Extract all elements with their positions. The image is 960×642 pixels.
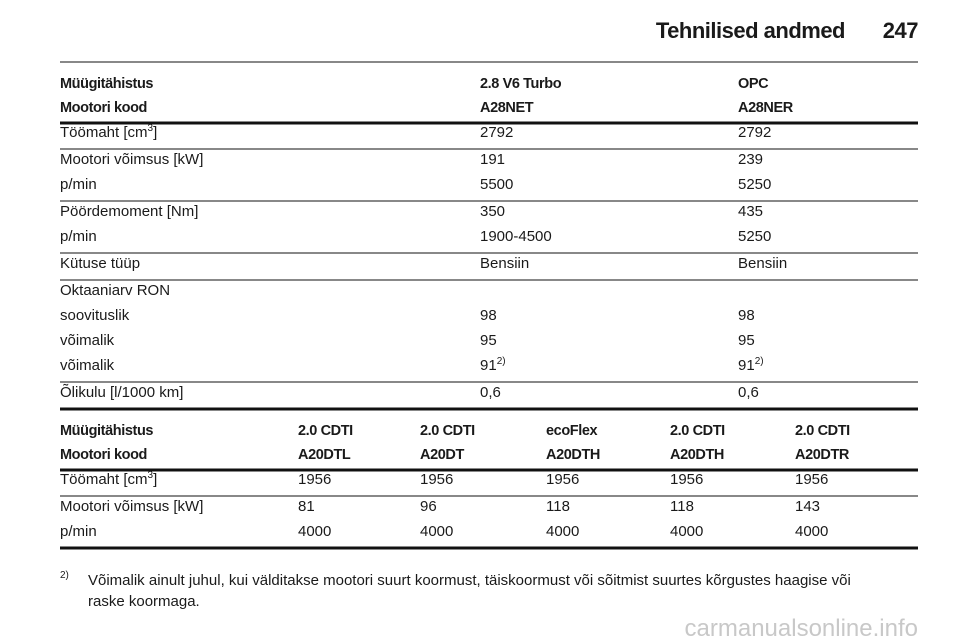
cell: 118 xyxy=(670,498,694,515)
cell-text: 91 xyxy=(738,357,755,374)
page-title: Tehnilised andmed xyxy=(656,18,845,43)
cell: p/min xyxy=(60,523,97,540)
cell: 4000 xyxy=(420,523,453,540)
cell-text: Töömaht [cm xyxy=(60,471,148,488)
cell: 0,6 xyxy=(480,384,501,401)
cell: võimalik xyxy=(60,357,115,374)
column-header: ecoFlex xyxy=(546,423,598,439)
superscript: 2) xyxy=(497,356,506,367)
cell: 1956 xyxy=(420,471,453,488)
cell: 4000 xyxy=(670,523,703,540)
cell: 81 xyxy=(298,498,315,515)
column-header: Mootori kood xyxy=(60,100,147,116)
cell: võimalik xyxy=(60,332,115,349)
cell: 5500 xyxy=(480,176,513,193)
cell: 1956 xyxy=(546,471,579,488)
footnote-mark: 2) xyxy=(60,570,69,581)
superscript: 3 xyxy=(148,123,154,134)
cell-text: ] xyxy=(153,124,157,141)
cell: Bensiin xyxy=(738,255,787,272)
page-number: 247 xyxy=(883,18,918,43)
column-header: A20DTH xyxy=(670,447,724,463)
column-header: A20DTL xyxy=(298,447,351,463)
cell: 350 xyxy=(480,203,505,220)
cell: Mootori võimsus [kW] xyxy=(60,498,203,515)
cell: p/min xyxy=(60,176,97,193)
column-header: A20DTR xyxy=(795,447,850,463)
column-header: Müügitähistus xyxy=(60,423,153,439)
cell: p/min xyxy=(60,228,97,245)
footnote-text: Võimalik ainult juhul, kui välditakse mo… xyxy=(88,572,851,589)
cell: 4000 xyxy=(795,523,828,540)
cell: 191 xyxy=(480,151,505,168)
cell: Mootori võimsus [kW] xyxy=(60,151,203,168)
cell: 5250 xyxy=(738,228,771,245)
superscript: 3 xyxy=(148,470,154,481)
footnote-text: raske koormaga. xyxy=(88,593,200,610)
cell: 1956 xyxy=(795,471,828,488)
column-header: 2.0 CDTI xyxy=(420,423,475,439)
column-header: OPC xyxy=(738,76,769,92)
column-header: A28NER xyxy=(738,100,794,116)
column-header: A20DT xyxy=(420,447,464,463)
cell: soovituslik xyxy=(60,307,130,324)
cell: 912) xyxy=(738,356,764,374)
cell: 435 xyxy=(738,203,763,220)
cell: 1956 xyxy=(298,471,331,488)
column-header: Müügitähistus xyxy=(60,76,153,92)
column-header: 2.0 CDTI xyxy=(298,423,353,439)
cell: 1956 xyxy=(670,471,703,488)
cell: 912) xyxy=(480,356,506,374)
column-header: A28NET xyxy=(480,100,534,116)
cell: 5250 xyxy=(738,176,771,193)
column-header: Mootori kood xyxy=(60,447,147,463)
cell: 98 xyxy=(738,307,755,324)
cell: Kütuse tüüp xyxy=(60,255,140,272)
column-header: 2.0 CDTI xyxy=(795,423,850,439)
cell-text: ] xyxy=(153,471,157,488)
column-header: A20DTH xyxy=(546,447,600,463)
superscript: 2) xyxy=(755,356,764,367)
cell: Bensiin xyxy=(480,255,529,272)
cell: 98 xyxy=(480,307,497,324)
cell: 2792 xyxy=(738,124,771,141)
watermark: carmanualsonline.info xyxy=(685,615,918,642)
cell: 95 xyxy=(738,332,755,349)
column-header: 2.8 V6 Turbo xyxy=(480,76,562,92)
cell: Töömaht [cm3] xyxy=(60,470,157,488)
cell: 239 xyxy=(738,151,763,168)
cell: 0,6 xyxy=(738,384,759,401)
cell: Õlikulu [l/1000 km] xyxy=(60,384,183,401)
cell: Pöördemoment [Nm] xyxy=(60,203,198,220)
cell: 96 xyxy=(420,498,437,515)
cell: 95 xyxy=(480,332,497,349)
cell: 4000 xyxy=(546,523,579,540)
cell: 118 xyxy=(546,498,570,515)
cell: 4000 xyxy=(298,523,331,540)
cell: 143 xyxy=(795,498,820,515)
cell: 2792 xyxy=(480,124,513,141)
cell-text: 91 xyxy=(480,357,497,374)
column-header: 2.0 CDTI xyxy=(670,423,725,439)
cell-text: Töömaht [cm xyxy=(60,124,148,141)
cell: 1900-4500 xyxy=(480,228,552,245)
cell: Töömaht [cm3] xyxy=(60,123,157,141)
cell: Oktaaniarv RON xyxy=(60,282,170,299)
